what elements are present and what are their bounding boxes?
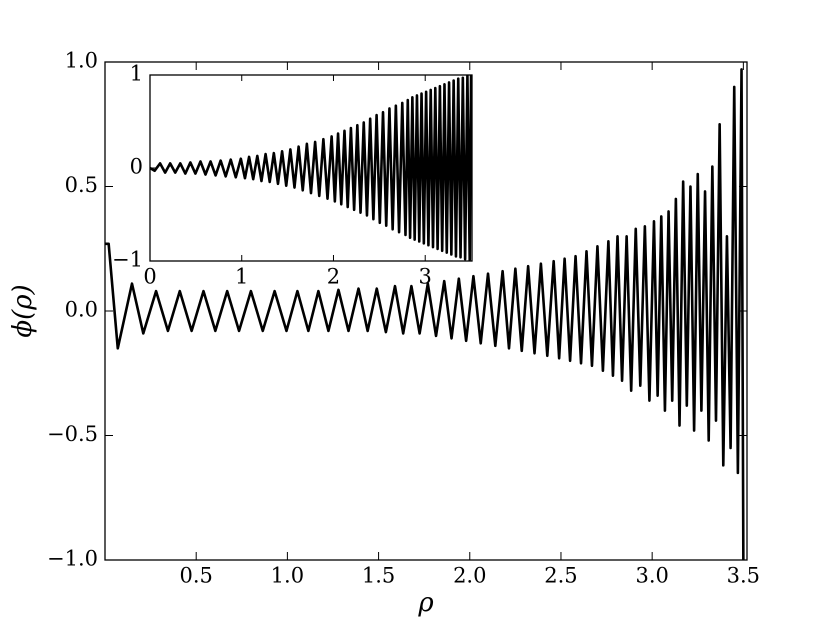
y-tick-label: 0 [130, 155, 143, 179]
x-tick-label: 3.0 [635, 564, 668, 588]
x-tick-label: 1 [235, 265, 248, 289]
y-tick-label: −1 [112, 248, 143, 272]
x-tick-label: 3 [419, 265, 432, 289]
y-tick-label: −1.0 [47, 547, 98, 571]
line-layer [105, 68, 745, 560]
x-tick-label: 0.5 [179, 564, 212, 588]
inset: 0 1 2 3−101 [112, 62, 473, 289]
line-layer [150, 75, 472, 261]
x-tick-label: 3.5 [727, 564, 760, 588]
y-tick-label: 0.5 [65, 173, 98, 197]
x-tick-label: 2.5 [544, 564, 577, 588]
y-tick-label: 1.0 [65, 49, 98, 73]
y-tick-label: 1 [130, 62, 143, 86]
x-tick-label: 1.5 [362, 564, 395, 588]
x-tick-label: 2 [327, 265, 340, 289]
y-axis-label: ϕ(ρ) [8, 284, 38, 337]
x-tick-label: 1.0 [271, 564, 304, 588]
data-line [105, 68, 745, 560]
x-axis-label: ρ [417, 588, 434, 618]
x-tick-label: 0 [143, 265, 156, 289]
y-tick-label: −0.5 [47, 422, 98, 446]
x-tick-label: 2.0 [453, 564, 486, 588]
y-tick-label: 0.0 [65, 298, 98, 322]
data-line [150, 75, 472, 261]
